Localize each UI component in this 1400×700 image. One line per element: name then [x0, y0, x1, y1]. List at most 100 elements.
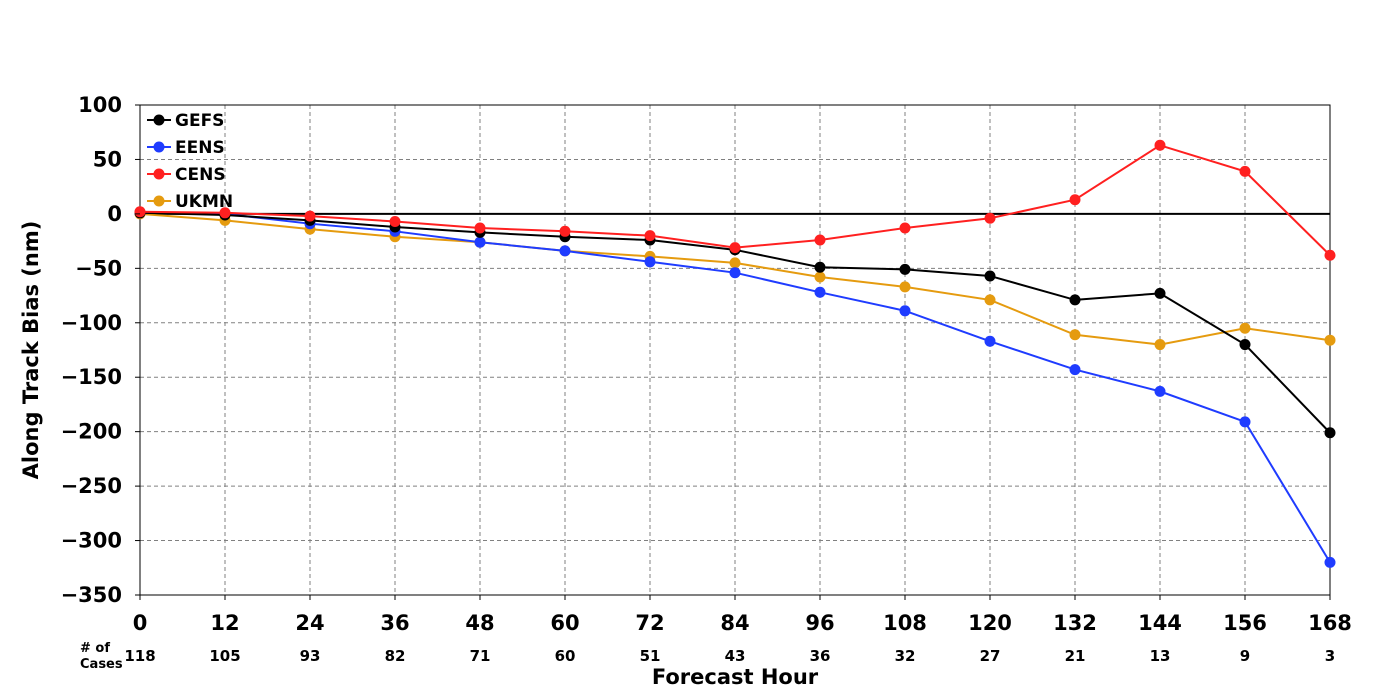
- data-point: [559, 225, 571, 237]
- data-point: [899, 281, 911, 293]
- x-tick-label: 84: [720, 611, 749, 635]
- y-tick-label: −300: [61, 529, 122, 553]
- data-point: [219, 207, 231, 219]
- data-point: [984, 212, 996, 224]
- x-axis-ticks: 0 12 24 36 48 60 72 84 96 108 120 132 144 156 168: [133, 595, 1352, 635]
- data-point: [899, 263, 911, 275]
- grid-lines: [140, 105, 1330, 595]
- data-point: [814, 271, 826, 283]
- data-point: [814, 234, 826, 246]
- data-point: [814, 286, 826, 298]
- x-tick-label: 156: [1223, 611, 1267, 635]
- data-point: [899, 222, 911, 234]
- y-tick-label: −50: [75, 256, 122, 280]
- y-tick-label: 50: [93, 147, 122, 171]
- data-point: [1324, 556, 1336, 568]
- x-tick-label: 12: [210, 611, 239, 635]
- case-count: 51: [640, 647, 661, 665]
- y-tick-label: −250: [61, 474, 122, 498]
- x-tick-label: 72: [635, 611, 664, 635]
- data-point: [389, 216, 401, 228]
- case-count: 43: [725, 647, 746, 665]
- case-count: 27: [980, 647, 1001, 665]
- legend-entry-gefs: GEFS: [147, 111, 224, 131]
- data-point: [474, 236, 486, 248]
- cases-row-label: # of Cases: [80, 641, 123, 672]
- data-point: [1154, 287, 1166, 299]
- data-point: [644, 256, 656, 268]
- y-tick-label: −200: [61, 420, 122, 444]
- data-point: [1239, 416, 1251, 428]
- data-point: [1069, 294, 1081, 306]
- x-tick-label: 108: [883, 611, 927, 635]
- legend-marker: [153, 141, 165, 153]
- case-count: 71: [470, 647, 491, 665]
- y-axis-ticks: 100 50 0 −50 −100 −150 −200 −250 −300 −350: [61, 93, 140, 607]
- data-point: [559, 245, 571, 257]
- case-count: 36: [810, 647, 831, 665]
- legend: GEFS EENS CENS UKMN: [147, 111, 233, 212]
- data-point: [1239, 339, 1251, 351]
- data-point: [644, 230, 656, 242]
- legend-entry-ukmn: UKMN: [147, 192, 233, 212]
- data-point: [1154, 385, 1166, 397]
- cases-row: 118 105 93 82 71 60 51 43 36 32 27 21 13 9 3: [124, 647, 1335, 665]
- case-count: 21: [1065, 647, 1086, 665]
- data-point: [1239, 165, 1251, 177]
- case-count: 3: [1325, 647, 1335, 665]
- data-point: [1069, 364, 1081, 376]
- data-point: [984, 270, 996, 282]
- legend-marker: [153, 195, 165, 207]
- data-point: [1239, 322, 1251, 334]
- legend-entry-cens: CENS: [147, 165, 226, 185]
- data-point: [474, 222, 486, 234]
- x-tick-label: 96: [805, 611, 834, 635]
- legend-label: EENS: [175, 138, 225, 158]
- data-point: [1154, 139, 1166, 151]
- case-count: 60: [555, 647, 576, 665]
- y-axis-title: Along Track Bias (nm): [19, 221, 43, 480]
- case-count: 118: [124, 647, 155, 665]
- series-cens: [134, 139, 1336, 261]
- y-tick-label: 100: [78, 93, 122, 117]
- x-tick-label: 132: [1053, 611, 1097, 635]
- data-point: [984, 335, 996, 347]
- legend-label: GEFS: [175, 111, 224, 131]
- legend-entry-eens: EENS: [147, 138, 225, 158]
- data-point: [304, 210, 316, 222]
- legend-label: CENS: [175, 165, 226, 185]
- data-point: [729, 242, 741, 254]
- x-tick-label: 144: [1138, 611, 1182, 635]
- legend-marker: [153, 114, 165, 126]
- legend-marker: [153, 168, 165, 180]
- data-point: [984, 294, 996, 306]
- data-point: [1324, 334, 1336, 346]
- case-count: 82: [385, 647, 406, 665]
- legend-label: UKMN: [175, 192, 233, 212]
- x-tick-label: 48: [465, 611, 494, 635]
- y-tick-label: −100: [61, 311, 122, 335]
- data-point: [1154, 339, 1166, 351]
- y-tick-label: −350: [61, 583, 122, 607]
- data-point: [1069, 329, 1081, 341]
- x-tick-label: 168: [1308, 611, 1352, 635]
- data-point: [814, 261, 826, 273]
- data-point: [729, 267, 741, 279]
- x-axis-title: Forecast Hour: [652, 665, 819, 689]
- series-lines: [134, 139, 1336, 568]
- case-count: 13: [1150, 647, 1171, 665]
- data-point: [899, 305, 911, 317]
- y-tick-label: 0: [107, 202, 122, 226]
- case-count: 105: [209, 647, 240, 665]
- x-tick-label: 36: [380, 611, 409, 635]
- data-point: [1324, 249, 1336, 261]
- data-point: [134, 206, 146, 218]
- x-tick-label: 0: [133, 611, 148, 635]
- case-count: 9: [1240, 647, 1250, 665]
- data-point: [729, 257, 741, 269]
- x-tick-label: 24: [295, 611, 324, 635]
- series-ukmn: [134, 208, 1336, 351]
- x-tick-label: 120: [968, 611, 1012, 635]
- data-point: [1069, 194, 1081, 206]
